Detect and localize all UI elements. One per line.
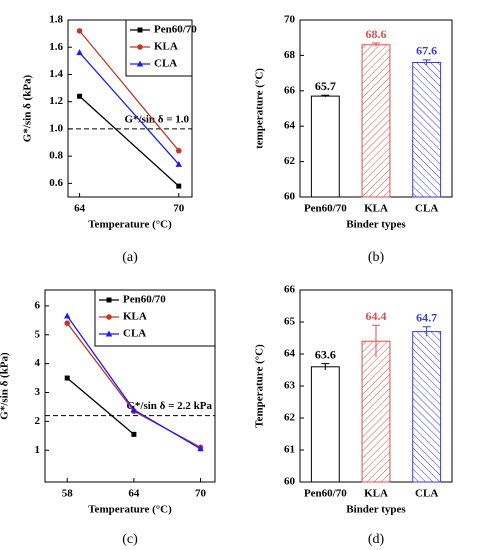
x-tick-label: 64 bbox=[74, 203, 86, 215]
x-tick-label: 70 bbox=[173, 203, 185, 215]
marker bbox=[106, 297, 112, 303]
value-label: 65.7 bbox=[315, 79, 336, 93]
legend-label: CLA bbox=[154, 58, 177, 70]
x-tick-label: CLA bbox=[415, 203, 438, 215]
value-label: 67.6 bbox=[416, 44, 437, 58]
y-tick-label: 61 bbox=[284, 444, 295, 456]
legend-box bbox=[94, 289, 216, 347]
marker bbox=[77, 93, 83, 99]
legend-label: Pen60/70 bbox=[154, 24, 197, 36]
legend-label: KLA bbox=[123, 311, 147, 323]
y-tick-label: 1.6 bbox=[49, 41, 63, 53]
y-tick-label: 62 bbox=[284, 412, 296, 424]
marker bbox=[136, 60, 144, 67]
error-bar bbox=[372, 42, 380, 47]
marker bbox=[137, 44, 143, 50]
series-line bbox=[66, 377, 135, 435]
value-label: 64.7 bbox=[416, 311, 437, 325]
x-axis-label: Temperature (°C) bbox=[88, 504, 172, 516]
x-tick-label: Pen60/70 bbox=[304, 488, 347, 500]
value-label: 68.6 bbox=[366, 27, 387, 41]
x-tick-label: KLA bbox=[364, 488, 388, 500]
marker bbox=[197, 445, 204, 452]
bar bbox=[361, 44, 391, 198]
bar bbox=[310, 95, 340, 198]
y-tick-label: 63 bbox=[284, 380, 296, 392]
series-line bbox=[79, 52, 180, 165]
marker bbox=[105, 330, 113, 337]
caption: (c) bbox=[122, 532, 138, 547]
marker bbox=[130, 406, 138, 413]
legend-label: Pen60/70 bbox=[123, 294, 166, 306]
marker bbox=[76, 49, 83, 56]
marker bbox=[64, 375, 70, 381]
error-bar bbox=[422, 59, 431, 66]
marker bbox=[175, 160, 182, 167]
y-tick-label: 1.0 bbox=[49, 122, 63, 134]
y-axis-label: Temperature (°C) bbox=[254, 344, 266, 428]
error-bar bbox=[372, 324, 380, 358]
y-tick-label: 1.8 bbox=[49, 14, 63, 26]
y-tick-label: 1 bbox=[35, 444, 41, 456]
y-tick-label: 2 bbox=[35, 415, 41, 427]
marker bbox=[64, 320, 71, 327]
marker bbox=[137, 27, 143, 33]
y-tick-label: 1.4 bbox=[49, 68, 63, 80]
x-tick-label: 64 bbox=[128, 488, 140, 500]
caption: (b) bbox=[368, 250, 385, 265]
y-axis-label: temperature (°C) bbox=[254, 68, 266, 149]
y-tick-label: 0.6 bbox=[49, 177, 63, 189]
y-axis-label: G*/sin δ (kPa) bbox=[0, 352, 11, 420]
y-tick-label: 3 bbox=[35, 386, 41, 398]
x-tick-label: Pen60/70 bbox=[304, 203, 347, 215]
y-tick-label: 66 bbox=[284, 84, 296, 96]
legend-label: KLA bbox=[154, 41, 178, 53]
x-axis-label: Binder types bbox=[346, 219, 406, 231]
y-tick-label: 64 bbox=[284, 120, 296, 132]
x-tick-label: KLA bbox=[364, 203, 388, 215]
marker bbox=[131, 431, 137, 437]
error-bar bbox=[321, 94, 330, 97]
y-tick-label: 6 bbox=[35, 299, 41, 311]
y-tick-label: 1.2 bbox=[49, 95, 63, 107]
y-tick-label: 60 bbox=[284, 476, 296, 488]
y-axis-label: G*/sin δ (kPa) bbox=[22, 74, 34, 142]
marker bbox=[106, 314, 112, 320]
legend-label: CLA bbox=[123, 328, 146, 340]
y-tick-label: 0.8 bbox=[49, 150, 63, 162]
y-tick-label: 68 bbox=[284, 49, 296, 61]
error-bar bbox=[422, 326, 431, 337]
bar bbox=[412, 61, 442, 198]
y-tick-label: 66 bbox=[284, 284, 296, 296]
series-line bbox=[79, 30, 180, 152]
y-tick-label: 65 bbox=[284, 316, 296, 328]
x-tick-label: 58 bbox=[62, 488, 74, 500]
series-line bbox=[79, 95, 180, 187]
y-tick-label: 64 bbox=[284, 348, 296, 360]
value-label: 63.6 bbox=[315, 347, 336, 361]
y-tick-label: 60 bbox=[284, 191, 296, 203]
marker bbox=[176, 183, 182, 189]
x-axis-label: Binder types bbox=[346, 504, 406, 516]
x-tick-label: CLA bbox=[415, 488, 438, 500]
legend-box bbox=[125, 19, 193, 77]
x-axis-label: Temperature (°C) bbox=[88, 219, 172, 231]
y-tick-label: 5 bbox=[35, 328, 41, 340]
marker bbox=[64, 312, 71, 319]
bar bbox=[361, 340, 391, 483]
bar bbox=[412, 331, 442, 483]
error-bar bbox=[321, 363, 330, 370]
y-tick-label: 62 bbox=[284, 155, 296, 167]
y-tick-label: 4 bbox=[35, 357, 41, 369]
marker bbox=[76, 28, 83, 34]
reference-label: G*/sin δ = 2.2 kPa bbox=[126, 400, 212, 412]
y-tick-label: 70 bbox=[284, 14, 296, 26]
bar bbox=[310, 366, 340, 483]
caption: (a) bbox=[122, 250, 138, 265]
caption: (d) bbox=[368, 532, 385, 547]
marker bbox=[175, 147, 182, 154]
x-tick-label: 70 bbox=[195, 488, 207, 500]
value-label: 64.4 bbox=[366, 309, 387, 323]
